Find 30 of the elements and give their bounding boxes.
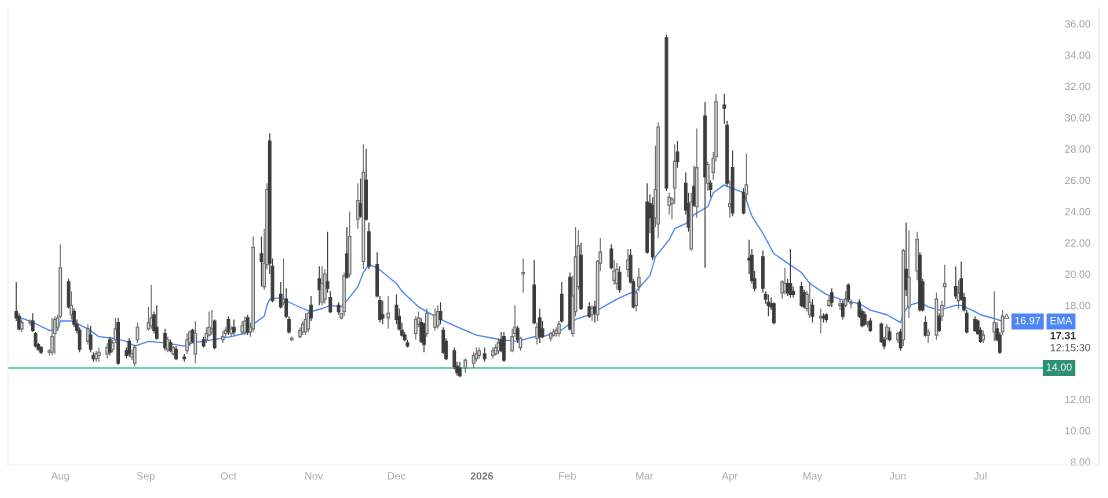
y-tick-label: 28.00 [1065, 145, 1091, 153]
legend-label: EMA [1050, 317, 1073, 325]
y-tick-label: 30.00 [1065, 114, 1091, 122]
y-tick-label: 26.00 [1065, 176, 1091, 185]
annotation: 12:15:30 [1050, 343, 1091, 352]
x-tick-label: Aug [51, 472, 69, 482]
x-tick-label: Dec [388, 472, 406, 480]
x-tick-label: 2026 [470, 472, 494, 480]
x-tick-label: Feb [559, 471, 576, 480]
y-tick-label: 10.00 [1065, 427, 1091, 435]
y-tick-label: 12.00 [1065, 395, 1091, 404]
data-label: 16.97 [1015, 316, 1041, 325]
x-tick-label: Jun [889, 472, 906, 480]
x-tick-label: Apr [721, 472, 738, 482]
y-tick-label: 36.00 [1065, 20, 1091, 28]
annotation: 17.31 [1050, 331, 1076, 340]
x-tick-label: May [803, 472, 823, 482]
x-tick-label: Nov [305, 472, 324, 480]
y-tick-label: 32.00 [1065, 82, 1091, 91]
x-tick-label: Sep [136, 472, 155, 482]
y-tick-label: 18.00 [1065, 301, 1091, 310]
x-tick-label: Jul [974, 471, 987, 480]
y-tick-label: 34.00 [1065, 51, 1091, 59]
x-tick-label: Mar [636, 472, 654, 480]
y-tick-label: 22.00 [1065, 239, 1091, 247]
ref-line-label: 14.00 [1046, 363, 1072, 371]
x-tick-label: Oct [220, 472, 237, 480]
y-tick-label: 24.00 [1065, 207, 1091, 216]
y-tick-label: 8.00 [1070, 458, 1091, 466]
y-tick-label: 20.00 [1065, 270, 1091, 278]
